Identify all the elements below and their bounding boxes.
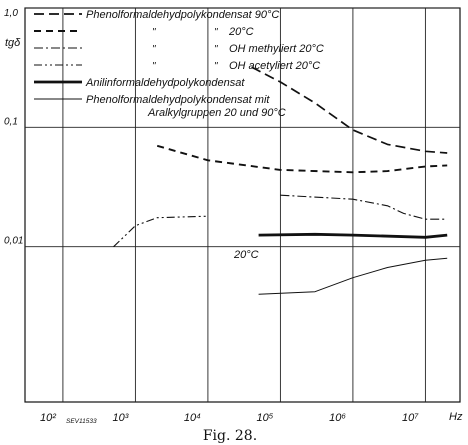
legend-ditto-1-1: " [214,27,218,38]
y-tick-label-0: 1,0 [4,8,18,19]
annotation-20c: 20°C [233,249,259,261]
figure-caption: Fig. 28. [203,428,257,444]
legend-label-2: OH methyliert 20°C [229,43,324,55]
series-line-0 [251,66,448,154]
x-tick-label-4: 10⁶ [329,412,346,424]
x-tick-label-2: 10⁴ [184,412,201,424]
legend-label-4: Anilinformaldehydpolykondensat [85,77,245,89]
x-axis-label: Hz [449,411,463,423]
legend-label-5: Phenolformaldehydpolykondensat mit [86,94,270,106]
y-tick-label-2: 0,01 [4,236,23,247]
x-tick-label-1: 10³ [113,412,129,424]
y-axis-label: tgδ [5,37,21,49]
gridlines [25,7,460,402]
series-line-5 [258,257,448,295]
legend: Phenolformaldehydpolykondensat 90°C 20°C "… [34,9,324,119]
legend-ditto-2-0: " [152,44,156,55]
specimen-code: SEV11533 [66,418,97,425]
y-tick-label-1: 0,1 [4,116,18,127]
legend-ditto-3-1: " [214,61,218,72]
x-tick-label-5: 10⁷ [402,412,419,424]
series-layer [113,66,448,295]
series-line-2 [280,194,448,220]
legend-ditto-1-0: " [152,27,156,38]
series-line-4 [258,232,448,239]
legend-ditto-2-1: " [214,44,218,55]
legend-ditto-3-0: " [152,61,156,72]
tick-labels: 1,0 0,1 0,01 10² 10³ 10⁴ 10⁵ 10⁶ 10⁷ [4,8,419,424]
x-tick-label-3: 10⁵ [257,412,274,424]
legend-label-5-line2: Aralkylgruppen 20 und 90°C [147,107,286,119]
x-tick-label-0: 10² [40,412,56,424]
legend-label-1: 20°C [228,26,254,38]
series-line-1 [156,144,448,174]
legend-label-0: Phenolformaldehydpolykondensat 90°C [86,9,279,21]
series-line-3 [113,215,208,248]
legend-label-3: OH acetyliert 20°C [229,60,320,72]
